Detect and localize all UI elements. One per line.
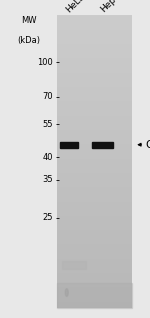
Text: 100: 100 [38,58,53,66]
Text: 40: 40 [43,153,53,162]
Text: 70: 70 [43,93,53,101]
Text: CCR7: CCR7 [146,140,150,150]
Text: (kDa): (kDa) [17,36,40,45]
Text: MW: MW [21,17,36,25]
Bar [60,142,78,148]
Bar [92,142,113,148]
Text: 25: 25 [43,213,53,222]
Bar [57,283,132,308]
Text: HepG2: HepG2 [99,0,127,14]
Bar [62,261,86,269]
Text: HeLa: HeLa [64,0,87,14]
Ellipse shape [65,289,68,296]
Text: 55: 55 [43,120,53,128]
Text: 35: 35 [43,175,53,184]
